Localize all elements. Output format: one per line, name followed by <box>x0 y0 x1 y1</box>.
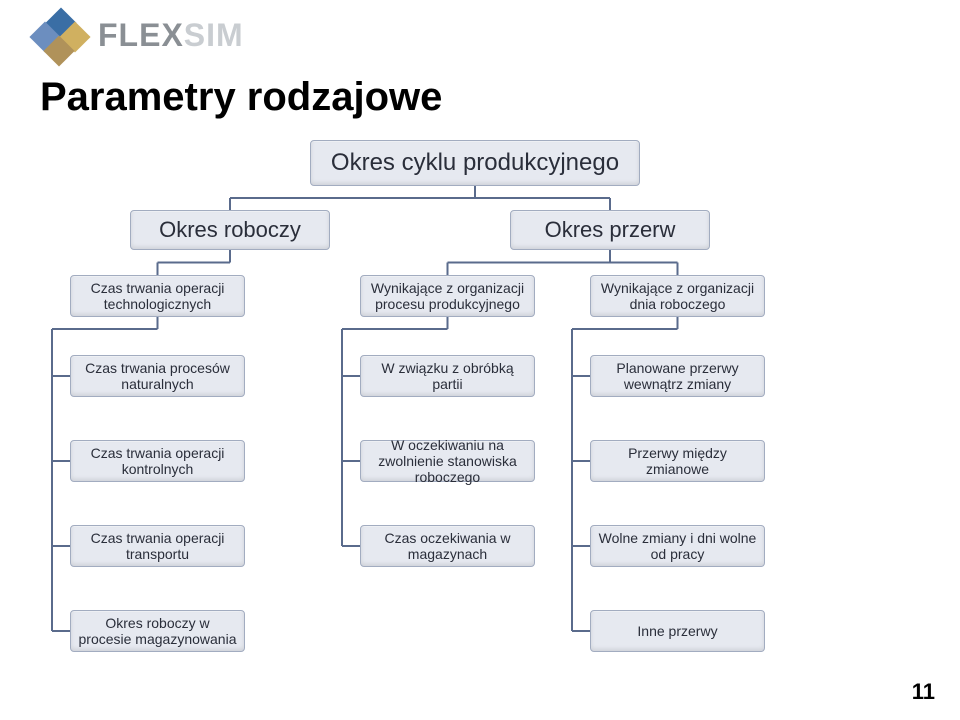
node-r2c3: Przerwy między zmianowe <box>590 440 765 482</box>
node-r1c3: Planowane przerwy wewnątrz zmiany <box>590 355 765 397</box>
node-r2c1: Czas trwania operacji kontrolnych <box>70 440 245 482</box>
node-r4c3: Inne przerwy <box>590 610 765 652</box>
node-l2b: Okres przerw <box>510 210 710 250</box>
logo-text-light: SIM <box>184 17 244 53</box>
node-root: Okres cyklu produkcyjnego <box>310 140 640 186</box>
node-r3c3: Wolne zmiany i dni wolne od pracy <box>590 525 765 567</box>
logo-cubes-icon <box>30 10 90 60</box>
node-l3_2: Wynikające z organizacji procesu produkc… <box>360 275 535 317</box>
logo: FLEXSIM <box>30 10 244 60</box>
page-title: Parametry rodzajowe <box>40 75 442 120</box>
node-l3_3: Wynikające z organizacji dnia roboczego <box>590 275 765 317</box>
node-r3c2: Czas oczekiwania w magazynach <box>360 525 535 567</box>
page-number: 11 <box>912 679 935 705</box>
node-r1c2: W związku z obróbką partii <box>360 355 535 397</box>
logo-text-dark: FLEX <box>98 17 184 53</box>
node-r2c2: W oczekiwaniu na zwolnienie stanowiska r… <box>360 440 535 482</box>
node-r3c1: Czas trwania operacji transportu <box>70 525 245 567</box>
node-l2a: Okres roboczy <box>130 210 330 250</box>
logo-text: FLEXSIM <box>98 17 244 54</box>
node-r1c1: Czas trwania procesów naturalnych <box>70 355 245 397</box>
node-l3_1: Czas trwania operacji technologicznych <box>70 275 245 317</box>
node-r4c1: Okres roboczy w procesie magazynowania <box>70 610 245 652</box>
